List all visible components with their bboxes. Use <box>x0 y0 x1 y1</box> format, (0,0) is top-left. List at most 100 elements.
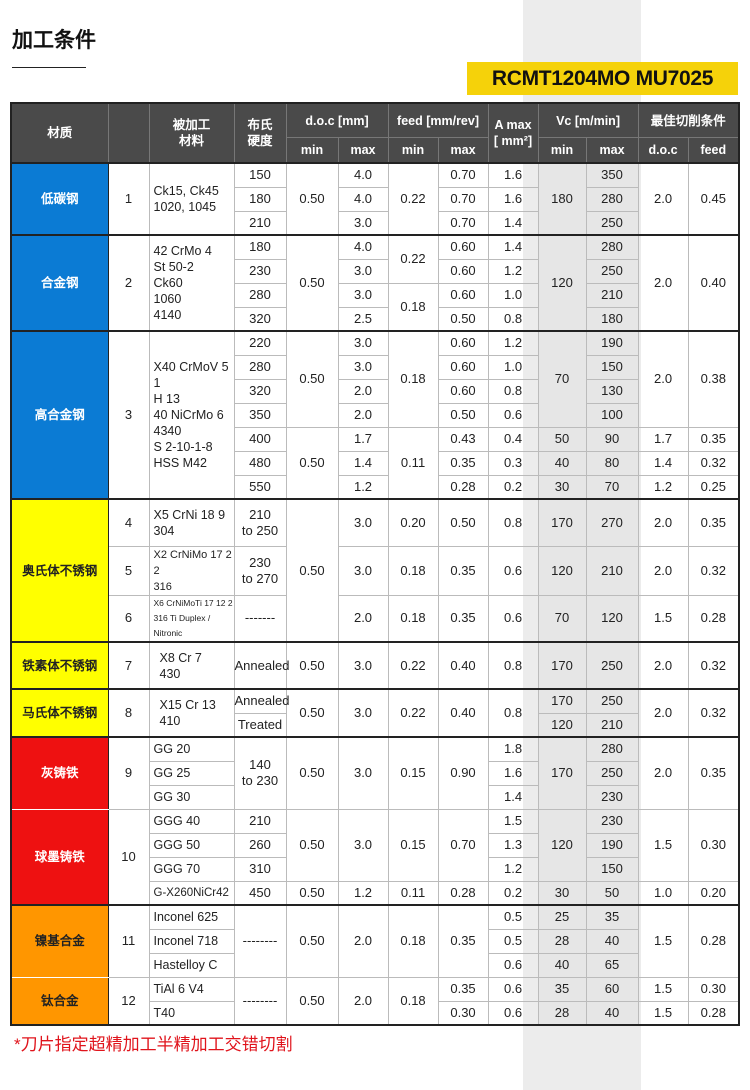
cell: 250 <box>585 210 639 236</box>
cell: 0.8 <box>487 306 539 332</box>
workpiece-cell: X40 CrMoV 5 1 H 13 40 NiCrMo 6 4340 S 2-… <box>148 330 235 500</box>
cell: 70 <box>585 474 639 500</box>
cell: 0.70 <box>437 210 489 236</box>
cell: 28 <box>537 928 587 954</box>
cell: 0.60 <box>437 354 489 380</box>
cell: 1.4 <box>487 234 539 260</box>
table-row: T40 0.30 0.6 28 40 1.5 0.28 <box>11 1000 740 1026</box>
cell: 0.40 <box>437 641 489 690</box>
cell: 0.30 <box>687 976 740 1002</box>
cell: 3.0 <box>337 736 389 810</box>
cell: 0.30 <box>687 808 740 882</box>
cell: 0.60 <box>437 378 489 404</box>
workpiece-cell: Ck15, Ck45 1020, 1045 <box>148 162 235 236</box>
cell: 0.15 <box>387 808 439 882</box>
cell: 0.35 <box>437 976 489 1002</box>
cell: 140 to 230 <box>233 736 287 810</box>
cell: 0.6 <box>487 594 539 643</box>
group-no: 3 <box>107 330 150 500</box>
cell: 35 <box>537 976 587 1002</box>
header-material: 材质 <box>10 102 109 164</box>
cell: 1.2 <box>637 474 689 500</box>
cell: 0.50 <box>285 736 339 810</box>
cell: 0.28 <box>437 880 489 906</box>
cell: 0.60 <box>437 330 489 356</box>
cell: 0.50 <box>437 402 489 428</box>
material-cell: 马氏体不锈钢 <box>10 688 109 738</box>
cell: 150 <box>233 162 287 188</box>
cell: 280 <box>585 234 639 260</box>
cell: 0.90 <box>437 736 489 810</box>
cell: 0.18 <box>387 594 439 643</box>
cell: 230 to 270 <box>233 545 287 596</box>
table-row: 钛合金 12 TiAl 6 V4 -------- 0.50 2.0 0.18 … <box>10 976 740 1026</box>
table-row: 6 X6 CrNiMoTi 17 12 2 316 Ti Duplex / Ni… <box>11 594 740 643</box>
cell: Treated <box>233 712 287 738</box>
cell: 70 <box>537 594 587 643</box>
footnote: *刀片指定超精加工半精加工交错切割 <box>14 1035 293 1054</box>
cell: 0.5 <box>487 928 539 954</box>
group-no: 5 <box>107 545 150 596</box>
cell: 250 <box>585 688 639 714</box>
cell: 2.0 <box>637 736 689 810</box>
cell: 0.50 <box>285 162 339 236</box>
workpiece-cell: X6 CrNiMoTi 17 12 2 316 Ti Duplex / Nitr… <box>148 594 235 643</box>
cell: 250 <box>585 641 639 690</box>
cell: 2.0 <box>337 976 389 1026</box>
cutting-conditions-table: 材质 被加工 材料 布氏 硬度 d.o.c [mm] feed [mm/rev]… <box>10 102 741 1026</box>
table-row: Treated 120 210 <box>11 712 739 738</box>
cell: 210 <box>233 808 287 834</box>
cell: 0.50 <box>285 976 339 1026</box>
group-no: 6 <box>107 594 150 643</box>
workpiece-cell: X5 CrNi 18 9 304 <box>148 498 235 547</box>
cell: 3.0 <box>337 498 389 547</box>
cell: 2.0 <box>637 688 689 738</box>
cell: 0.35 <box>437 450 489 476</box>
cell: 0.32 <box>687 545 740 596</box>
header-vc-min: min <box>537 137 587 164</box>
cell: 2.0 <box>637 641 689 690</box>
cell: 0.35 <box>437 904 489 978</box>
subheader-row: min max min max min max d.o.c feed <box>11 137 740 164</box>
cell: 3.0 <box>337 354 389 380</box>
cell: 1.2 <box>337 474 389 500</box>
header-workpiece: 被加工 材料 <box>148 102 235 164</box>
cell: 0.8 <box>487 498 539 547</box>
table-row: 350 2.0 0.50 0.6 100 <box>11 402 739 428</box>
cell: 0.43 <box>437 426 489 452</box>
insert-model-badge: RCMT1204MO MU7025 <box>467 62 738 95</box>
cell: 0.6 <box>487 976 539 1002</box>
cell: 0.50 <box>285 330 339 428</box>
workpiece-cell: GG 20 <box>148 736 235 762</box>
table-row: Hastelloy C 0.6 40 65 <box>11 952 739 978</box>
cell: 1.4 <box>337 450 389 476</box>
cell: 100 <box>585 402 639 428</box>
cell: 0.70 <box>437 808 489 882</box>
group-no: 9 <box>107 736 150 810</box>
cell: 0.50 <box>285 498 339 643</box>
cell: 0.50 <box>285 426 339 500</box>
cell: 0.70 <box>437 186 489 212</box>
cell: 0.60 <box>437 234 489 260</box>
cell: 0.18 <box>387 976 439 1026</box>
table-row: GG 25 1.6 250 <box>11 760 739 786</box>
table-row: GGG 50 260 1.3 190 <box>11 832 739 858</box>
cell: 0.35 <box>437 594 489 643</box>
cell: 0.60 <box>437 258 489 284</box>
cell: 1.2 <box>487 258 539 284</box>
table-row: 镍基合金 11 Inconel 625 -------- 0.50 2.0 0.… <box>10 904 740 978</box>
cell: 0.35 <box>687 498 740 547</box>
cell: 0.18 <box>387 904 439 978</box>
material-cell: 灰铸铁 <box>10 736 109 810</box>
workpiece-cell: X2 CrNiMo 17 2 2 316 <box>148 545 235 596</box>
material-cell: 合金钢 <box>10 234 109 332</box>
cell: 0.32 <box>687 688 740 738</box>
cell: 0.30 <box>437 1000 489 1026</box>
cell: 30 <box>537 880 587 906</box>
cell: 40 <box>537 952 587 978</box>
cell: 3.0 <box>337 210 389 236</box>
cell: 0.18 <box>387 282 439 332</box>
cell: 120 <box>537 808 587 882</box>
table-row: Inconel 718 0.5 28 40 <box>11 928 739 954</box>
cell: 1.6 <box>487 162 539 188</box>
